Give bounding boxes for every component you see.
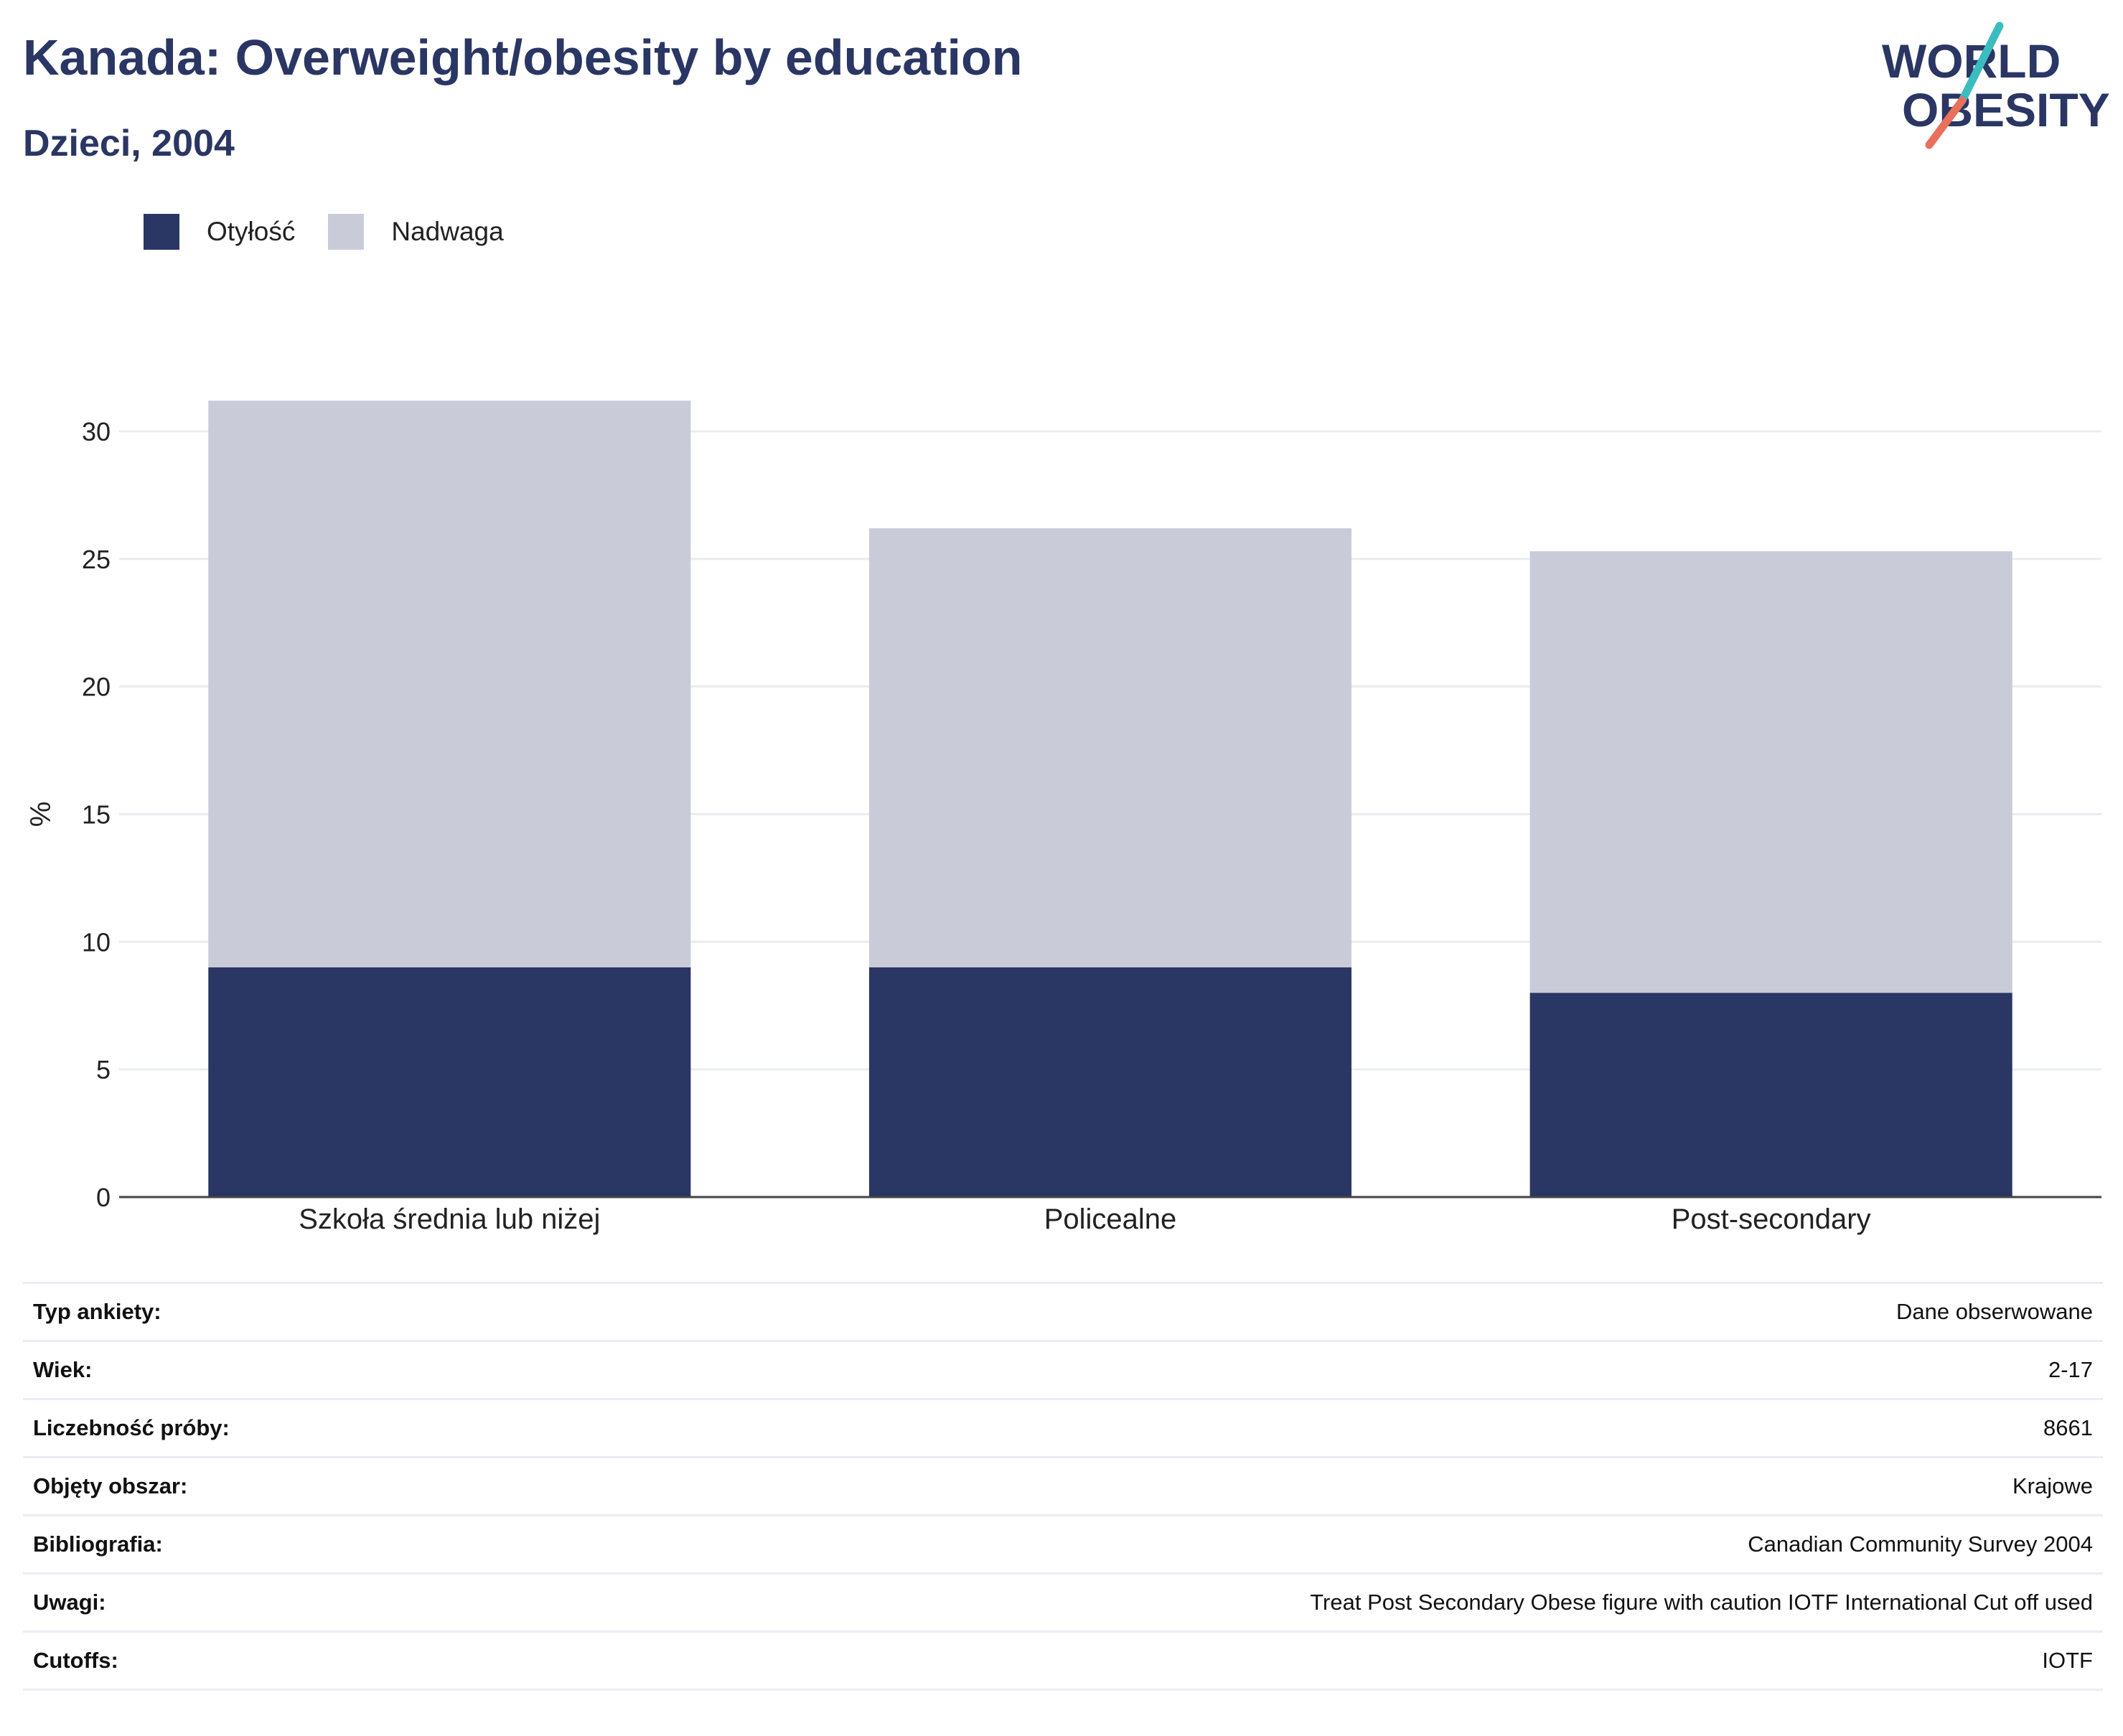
- y-tick-label: 0: [96, 1183, 111, 1212]
- info-label: Uwagi:: [33, 1590, 106, 1615]
- legend-swatch-nadwaga: [328, 214, 365, 250]
- info-value: Treat Post Secondary Obese figure with c…: [1310, 1590, 2093, 1615]
- logo-line2: OBESITY: [1902, 83, 2110, 136]
- legend-item-nadwaga[interactable]: Nadwaga: [328, 214, 504, 250]
- bar-segment-nadwaga: [208, 400, 691, 967]
- x-tick-label: Szkoła średnia lub niżej: [299, 1204, 600, 1235]
- info-value: Canadian Community Survey 2004: [1748, 1531, 2093, 1557]
- x-tick-label: Post-secondary: [1672, 1204, 1871, 1235]
- info-value: 8661: [2043, 1415, 2093, 1440]
- logo-slash-teal: [1958, 22, 2004, 105]
- legend-label-otylosc: Otyłość: [207, 217, 296, 246]
- info-row-cutoffs: Cutoffs: IOTF: [23, 1631, 2103, 1691]
- x-tick-label: Policealne: [1044, 1204, 1177, 1235]
- bar-segment-nadwaga: [868, 528, 1352, 967]
- logo-slash-coral: [1925, 96, 1967, 149]
- y-tick-label: 5: [96, 1055, 111, 1084]
- chart-legend: Otyłość Nadwaga: [144, 212, 537, 252]
- bar-segment-otylosc: [868, 967, 1352, 1197]
- y-tick-label: 25: [82, 545, 111, 574]
- info-label: Wiek:: [33, 1357, 93, 1382]
- info-value: Krajowe: [2012, 1473, 2093, 1498]
- y-tick-label: 15: [82, 800, 111, 830]
- legend-label-nadwaga: Nadwaga: [391, 217, 504, 246]
- y-tick-label: 10: [82, 927, 111, 957]
- info-row-age: Wiek: 2-17: [23, 1340, 2103, 1398]
- info-row-survey-type: Typ ankiety: Dane obserwowane: [23, 1282, 2103, 1340]
- y-tick-label: 20: [82, 672, 111, 702]
- chart-title: Kanada: Overweight/obesity by education: [23, 29, 1023, 85]
- info-row-sample-size: Liczebność próby: 8661: [23, 1398, 2103, 1456]
- survey-info-table: Typ ankiety: Dane obserwowane Wiek: 2-17…: [23, 1282, 2103, 1691]
- bar-segment-otylosc: [1529, 993, 2012, 1197]
- info-label: Typ ankiety:: [33, 1299, 161, 1324]
- world-obesity-logo: WORLD OBESITY: [1882, 22, 2110, 149]
- legend-item-otylosc[interactable]: Otyłość: [144, 214, 295, 250]
- info-value: Dane obserwowane: [1895, 1299, 2093, 1324]
- y-tick-label: 30: [82, 417, 111, 446]
- y-axis-label: %: [25, 802, 57, 827]
- info-value: IOTF: [2042, 1648, 2093, 1673]
- info-label: Liczebność próby:: [33, 1415, 230, 1440]
- info-row-notes: Uwagi: Treat Post Secondary Obese figure…: [23, 1572, 2103, 1631]
- info-label: Bibliografia:: [33, 1531, 163, 1557]
- info-label: Cutoffs:: [33, 1648, 118, 1673]
- info-label: Objęty obszar:: [33, 1473, 188, 1498]
- stacked-bar-chart: 0 5 10 15 20 25 30% Szkoła średnia lub niżej Pol…: [25, 400, 2101, 1235]
- chart-subtitle: Dzieci, 2004: [23, 123, 235, 164]
- info-row-references: Bibliografia: Canadian Community Survey …: [23, 1514, 2103, 1572]
- legend-swatch-otylosc: [144, 214, 179, 250]
- bar-segment-nadwaga: [1529, 551, 2012, 993]
- info-value: 2-17: [2048, 1357, 2093, 1382]
- bar-segment-otylosc: [208, 967, 691, 1197]
- info-row-area-covered: Objęty obszar: Krajowe: [23, 1456, 2103, 1514]
